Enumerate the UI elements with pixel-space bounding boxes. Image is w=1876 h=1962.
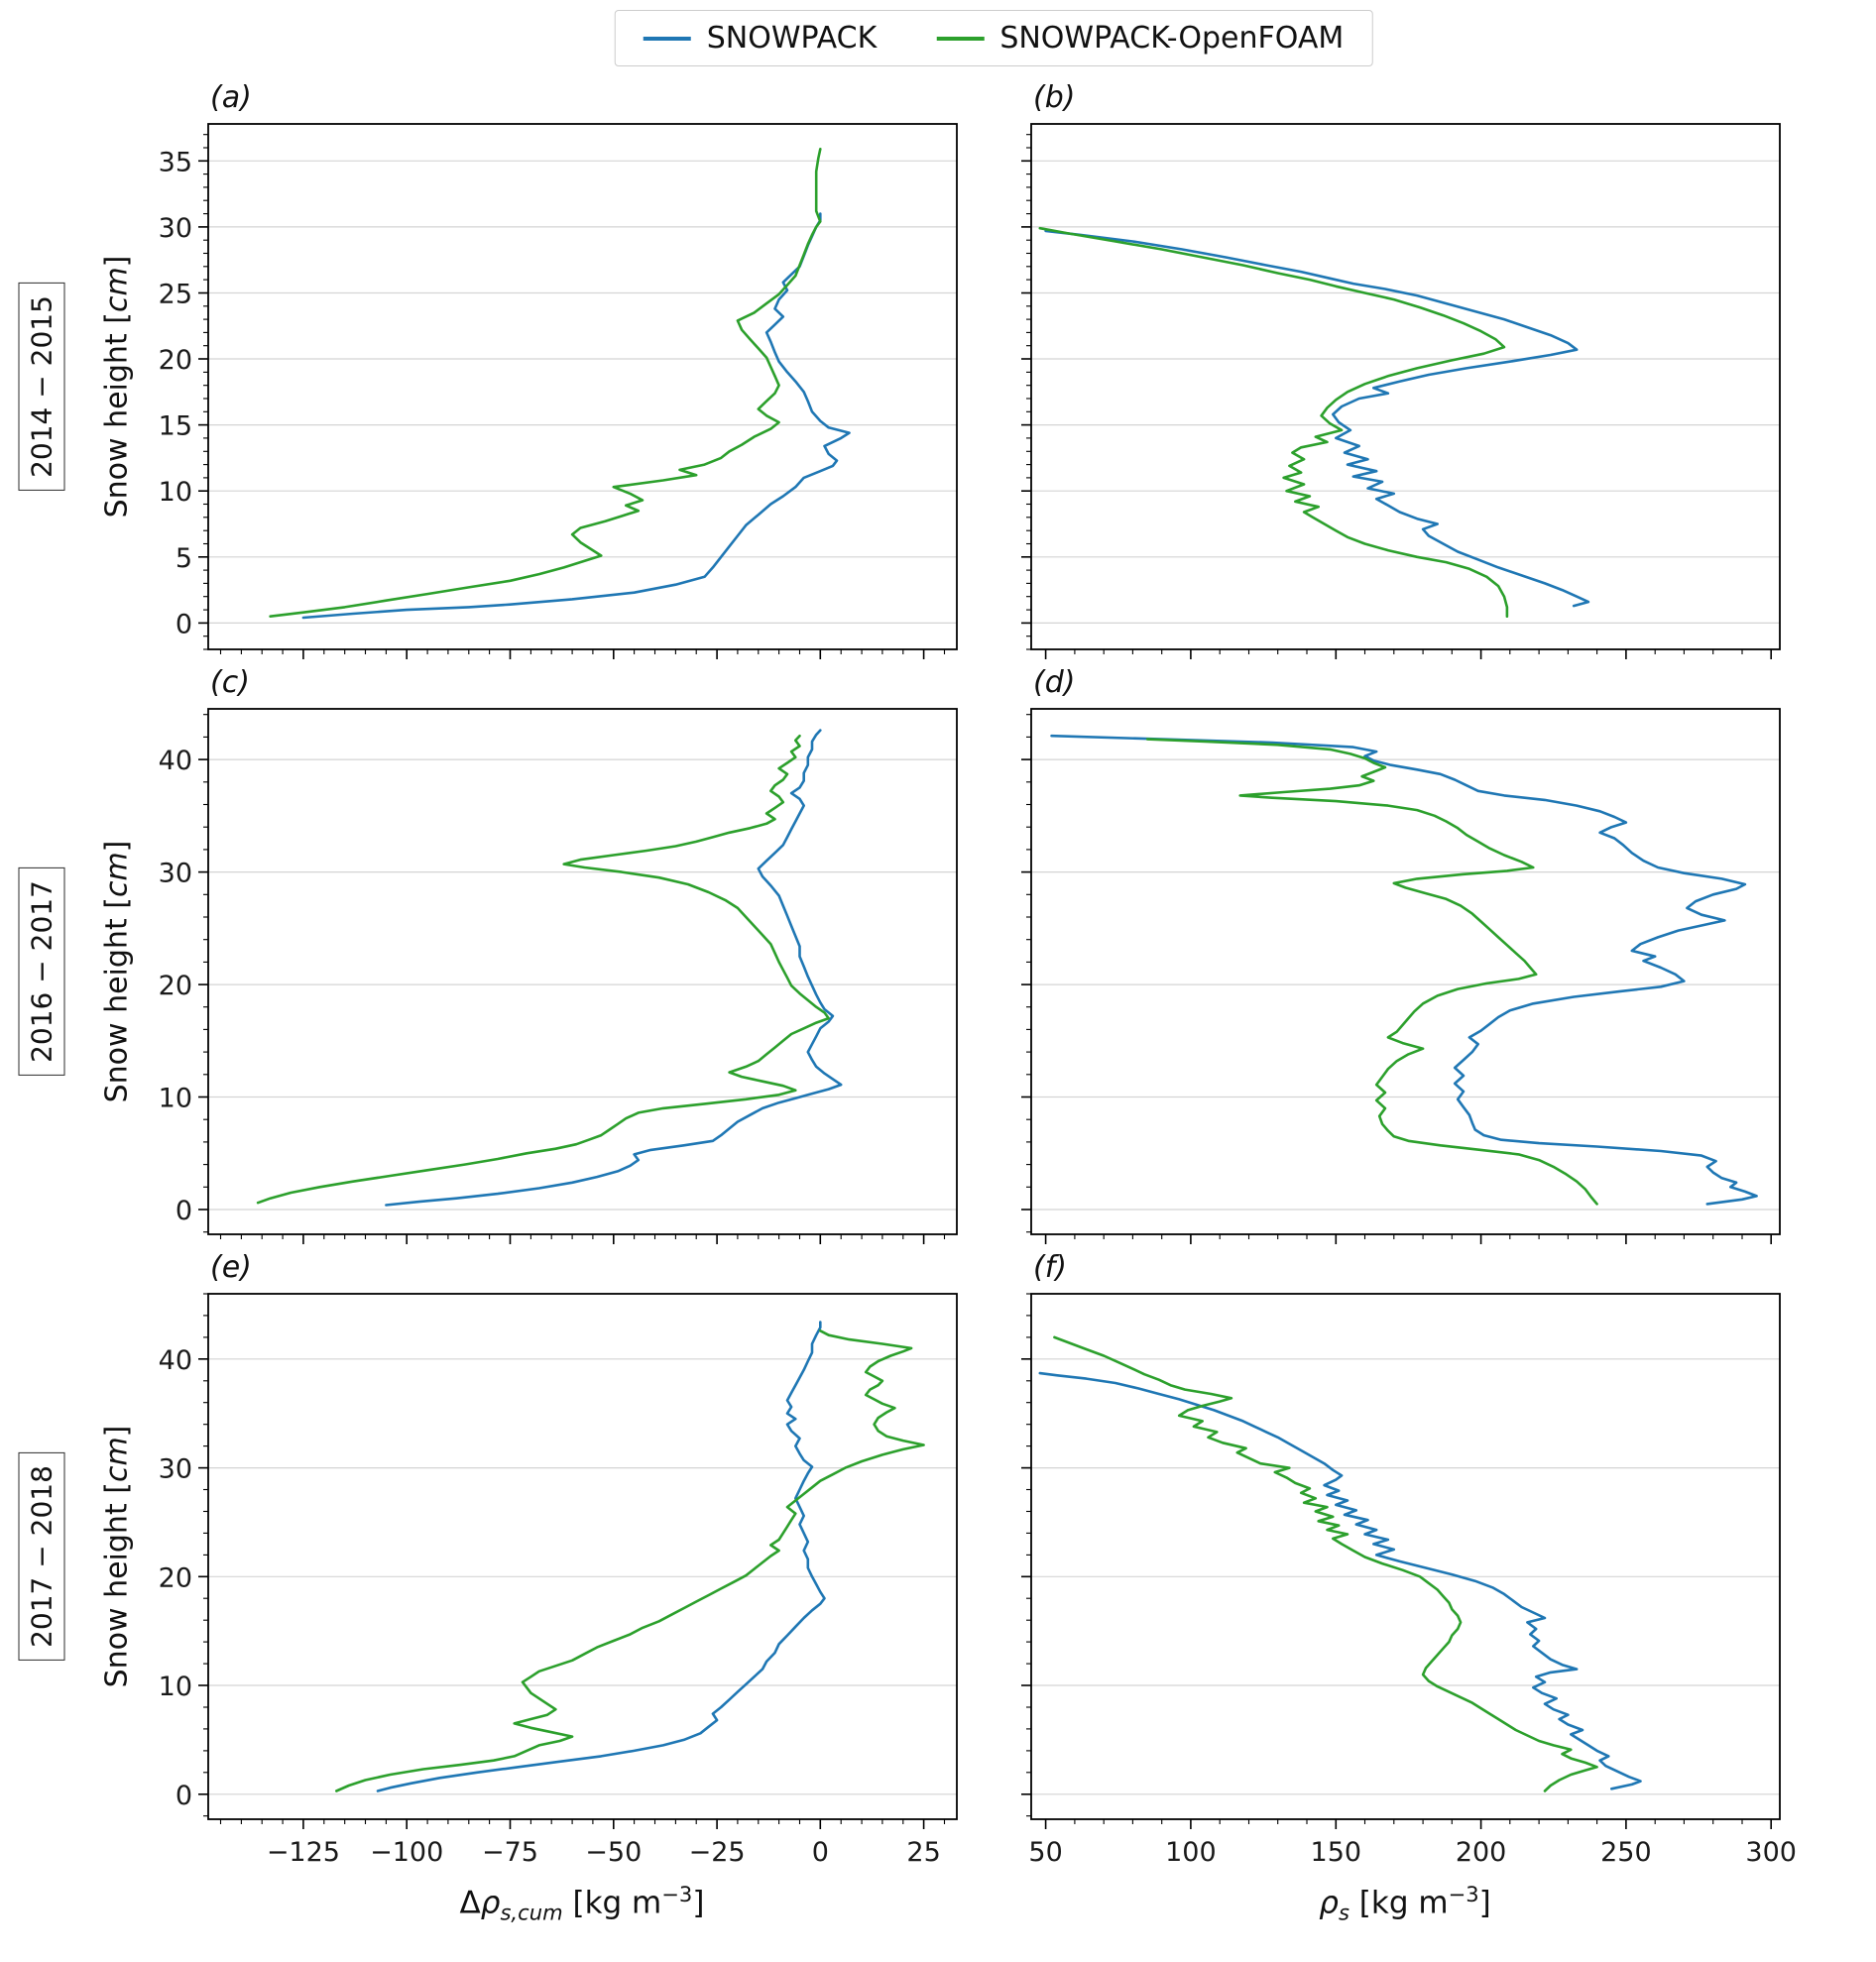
legend-line-swatch-green [936,36,985,41]
svg-text:−125: −125 [267,1837,340,1868]
svg-text:30: 30 [159,213,192,244]
svg-text:0: 0 [812,1837,829,1868]
panel-b-plot [1021,123,1781,659]
svg-text:10: 10 [159,1672,192,1702]
svg-text:20: 20 [159,345,192,376]
svg-text:35: 35 [159,147,192,177]
panel-label-d: (d) [1033,665,1076,700]
svg-text:40: 40 [159,1345,192,1376]
legend-line-swatch-blue [643,36,691,41]
panel-label-e: (e) [210,1250,252,1285]
legend-label-snowpack-openfoam: SNOWPACK-OpenFOAM [999,21,1345,56]
svg-text:0: 0 [176,1781,192,1811]
legend-item-snowpack-openfoam: SNOWPACK-OpenFOAM [936,21,1344,56]
svg-text:30: 30 [159,1454,192,1485]
y-axis-label-row1: Snow height [cm] [99,255,135,519]
y-axis-label-row3: Snow height [cm] [99,1425,135,1688]
row-label-2017-2018: 2017 − 2018 [18,1452,65,1661]
svg-text:50: 50 [1028,1837,1062,1868]
panel-a-plot: 0 5 10 15 20 25 30 35 [159,123,958,659]
svg-text:25: 25 [159,280,192,310]
svg-text:20: 20 [159,971,192,1001]
svg-text:−75: −75 [482,1837,538,1868]
xaxis-label-delta-rho: Δρs,cum [kg m−3] [459,1882,705,1925]
svg-text:300: 300 [1745,1837,1797,1868]
panel-label-f: (f) [1033,1250,1067,1285]
svg-text:150: 150 [1311,1837,1362,1868]
svg-text:−50: −50 [585,1837,642,1868]
panel-label-c: (c) [210,665,250,700]
svg-text:25: 25 [906,1837,940,1868]
svg-text:200: 200 [1456,1837,1507,1868]
legend: SNOWPACK SNOWPACK-OpenFOAM [614,10,1373,66]
svg-text:0: 0 [176,1196,192,1226]
panel-e-plot: −125 −100 −75 −50 −25 0 25 0 10 20 30 40 [159,1293,958,1868]
legend-label-snowpack: SNOWPACK [706,21,878,56]
svg-text:0: 0 [176,609,192,639]
row-label-2016-2017: 2016 − 2017 [18,867,65,1076]
panel-label-a: (a) [210,80,252,115]
y-axis-label-row2: Snow height [cm] [99,840,135,1103]
svg-text:10: 10 [159,477,192,508]
svg-text:40: 40 [159,746,192,776]
svg-text:250: 250 [1600,1837,1652,1868]
row-label-2014-2015: 2014 − 2015 [18,283,65,491]
svg-text:−100: −100 [370,1837,443,1868]
svg-text:−25: −25 [689,1837,746,1868]
panel-label-b: (b) [1033,80,1076,115]
svg-text:20: 20 [159,1562,192,1593]
svg-text:100: 100 [1165,1837,1217,1868]
xaxis-label-rho: ρs [kg m−3] [1319,1882,1491,1925]
panel-d-plot [1021,708,1781,1244]
panel-f-plot: 50 100 150 200 250 300 [1021,1293,1797,1868]
svg-text:30: 30 [159,859,192,889]
svg-text:10: 10 [159,1084,192,1114]
svg-text:15: 15 [159,411,192,442]
svg-text:5: 5 [176,543,192,574]
panel-c-plot: 0 10 20 30 40 [159,708,958,1244]
legend-item-snowpack: SNOWPACK [643,21,878,56]
